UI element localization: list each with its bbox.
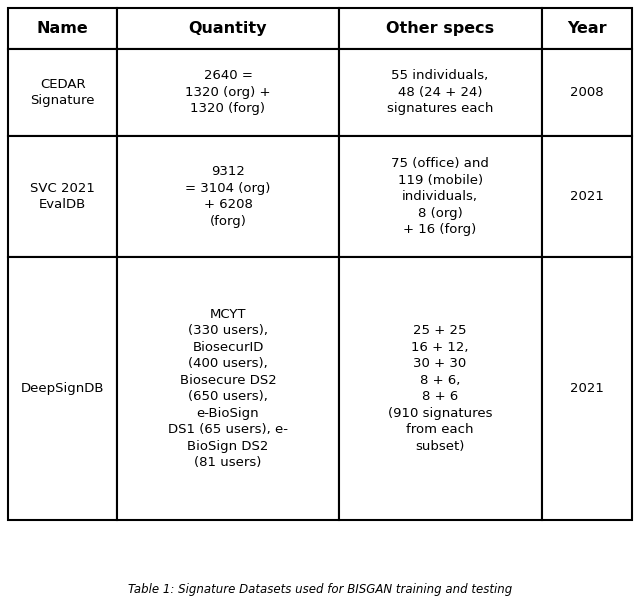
Bar: [8, 136, 117, 257]
Text: 2008: 2008: [570, 86, 604, 99]
Bar: [541, 136, 632, 257]
Bar: [339, 8, 541, 49]
Text: 55 individuals,
48 (24 + 24)
signatures each: 55 individuals, 48 (24 + 24) signatures …: [387, 70, 493, 115]
Bar: [8, 49, 117, 136]
Bar: [339, 136, 541, 257]
Bar: [117, 136, 339, 257]
Text: Other specs: Other specs: [386, 21, 494, 36]
Text: Quantity: Quantity: [189, 21, 268, 36]
Bar: [339, 257, 541, 520]
Text: 75 (office) and
119 (mobile)
individuals,
8 (org)
+ 16 (forg): 75 (office) and 119 (mobile) individuals…: [391, 157, 489, 236]
Bar: [117, 257, 339, 520]
Bar: [8, 257, 117, 520]
Text: 2021: 2021: [570, 382, 604, 395]
Text: 9312
= 3104 (org)
+ 6208
(forg): 9312 = 3104 (org) + 6208 (forg): [185, 165, 271, 228]
Bar: [8, 8, 117, 49]
Bar: [541, 49, 632, 136]
Bar: [117, 8, 339, 49]
Text: 25 + 25
16 + 12,
30 + 30
8 + 6,
8 + 6
(910 signatures
from each
subset): 25 + 25 16 + 12, 30 + 30 8 + 6, 8 + 6 (9…: [388, 324, 492, 453]
Text: 2640 =
1320 (org) +
1320 (forg): 2640 = 1320 (org) + 1320 (forg): [185, 70, 271, 115]
Text: Year: Year: [567, 21, 607, 36]
Text: Table 1: Signature Datasets used for BISGAN training and testing: Table 1: Signature Datasets used for BIS…: [128, 584, 512, 597]
Text: CEDAR
Signature: CEDAR Signature: [30, 77, 95, 107]
Text: MCYT
(330 users),
BiosecurID
(400 users),
Biosecure DS2
(650 users),
e-BioSign
D: MCYT (330 users), BiosecurID (400 users)…: [168, 307, 288, 469]
Text: DeepSignDB: DeepSignDB: [21, 382, 104, 395]
Text: Name: Name: [36, 21, 88, 36]
Bar: [541, 8, 632, 49]
Text: SVC 2021
EvalDB: SVC 2021 EvalDB: [30, 182, 95, 212]
Bar: [117, 49, 339, 136]
Bar: [339, 49, 541, 136]
Bar: [541, 257, 632, 520]
Text: 2021: 2021: [570, 190, 604, 203]
